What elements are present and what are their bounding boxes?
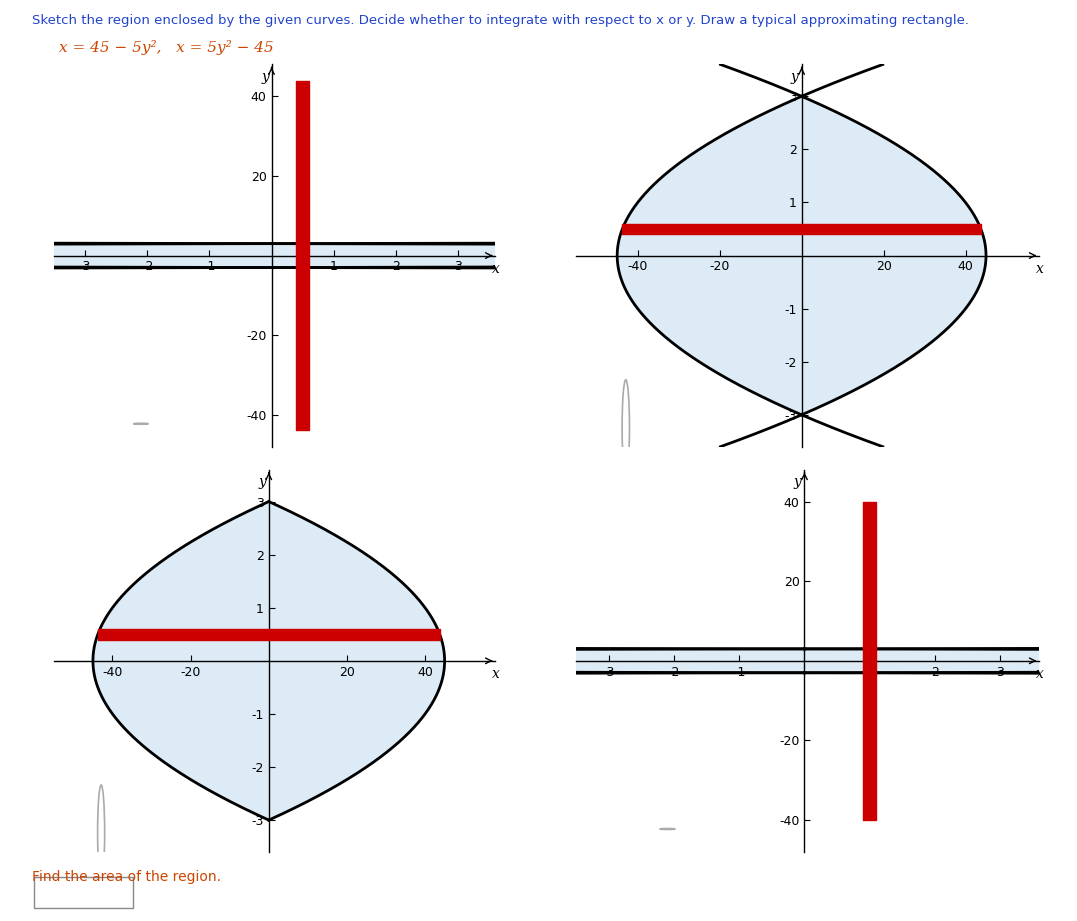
Text: x: x [1036,262,1044,276]
Text: Sketch the region enclosed by the given curves. Decide whether to integrate with: Sketch the region enclosed by the given … [32,14,969,27]
Text: Find the area of the region.: Find the area of the region. [32,870,221,884]
Text: y: y [794,475,801,489]
Text: x: x [492,262,500,276]
Text: y: y [791,70,799,84]
Text: y: y [258,475,266,489]
Text: x: x [492,667,500,682]
Text: x: x [1036,667,1044,682]
FancyBboxPatch shape [34,877,132,908]
Text: x = 45 − 5y²,   x = 5y² − 45: x = 45 − 5y², x = 5y² − 45 [59,40,274,54]
Text: y: y [261,70,269,84]
